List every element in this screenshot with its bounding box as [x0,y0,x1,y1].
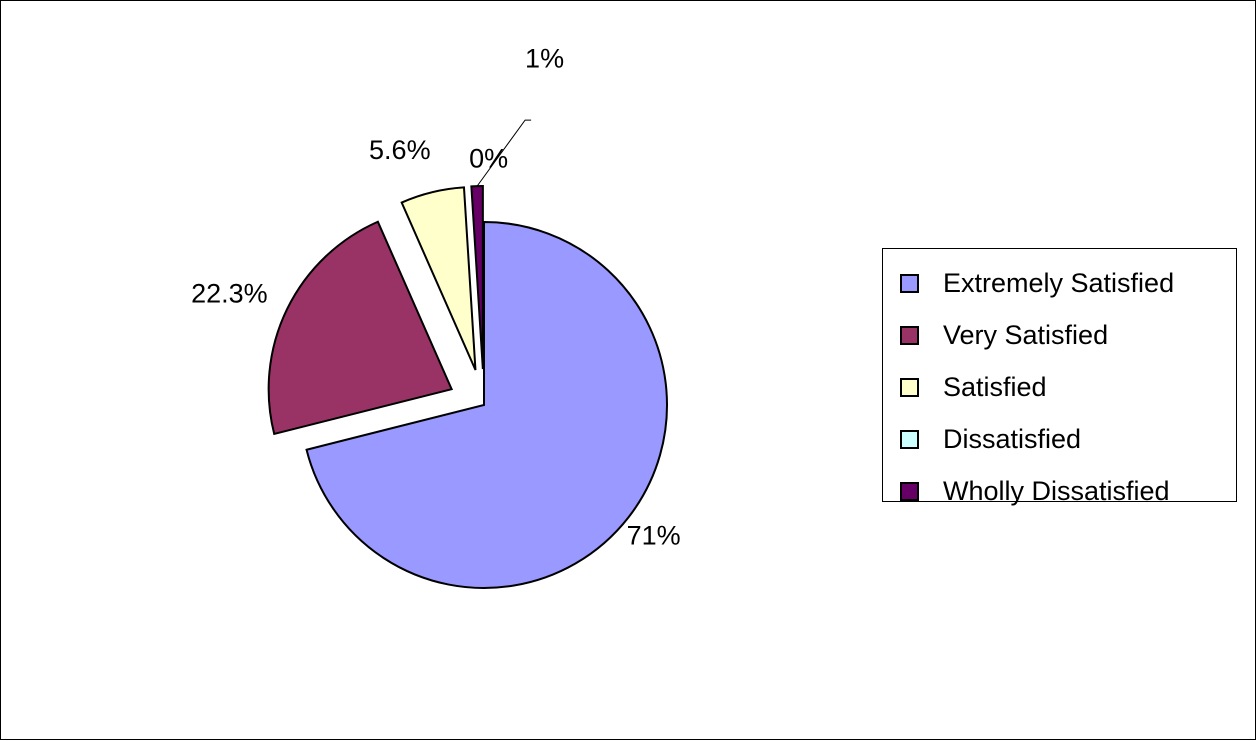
pie-slice [400,186,477,371]
legend-label: Extremely Satisfied [943,267,1175,298]
data-label: 0% [469,144,508,174]
legend-swatch [900,377,919,397]
leader-line [476,119,532,187]
legend-label: Very Satisfied [943,319,1109,350]
legend-item-wholly-dissatisfied: Wholly Dissatisfied [883,465,1236,517]
legend-swatch [900,325,919,345]
legend-label: Wholly Dissatisfied [943,475,1170,506]
data-label: 1% [525,43,564,73]
data-label: 22.3% [191,278,268,308]
legend-label: Satisfied [943,371,1047,402]
data-label: 5.6% [369,135,431,165]
legend: Extremely Satisfied Very Satisfied Satis… [882,248,1237,506]
legend-swatch [900,429,919,449]
data-label: 71% [627,520,681,550]
legend-item-extremely-satisfied: Extremely Satisfied [883,257,1236,309]
pie-slice [305,220,668,589]
legend-item-dissatisfied: Dissatisfied [883,413,1236,465]
legend-item-very-satisfied: Very Satisfied [883,309,1236,361]
legend-label: Dissatisfied [943,423,1082,454]
legend-swatch [900,481,919,501]
legend-swatch [900,273,919,293]
pie-slice [267,220,454,436]
pie-slice [470,185,484,370]
legend-item-satisfied: Satisfied [883,361,1236,413]
